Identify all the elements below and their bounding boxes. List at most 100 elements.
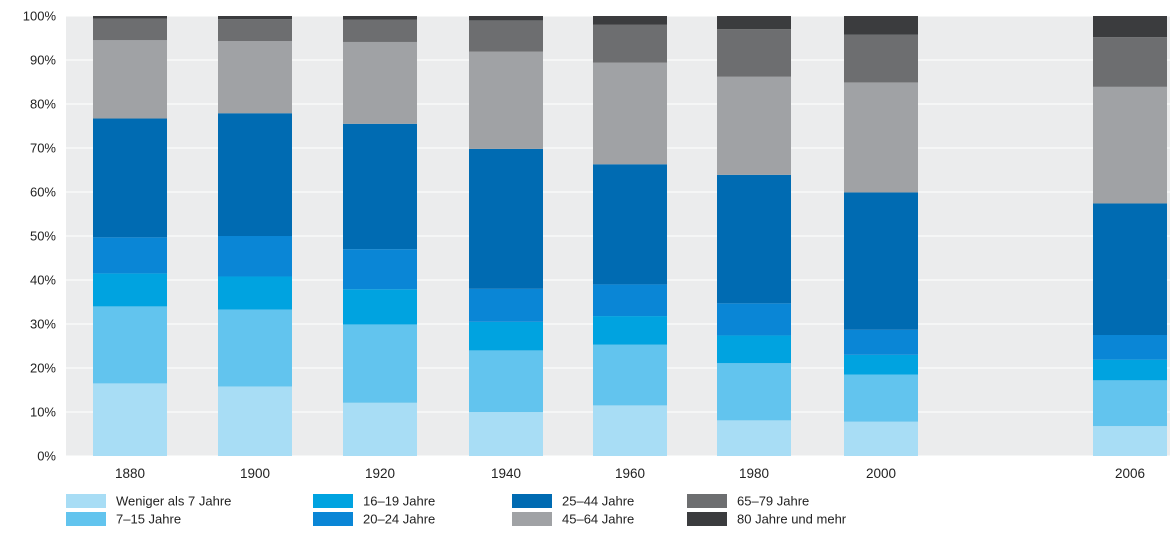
bar-segment [93, 383, 167, 456]
bar-segment [717, 29, 791, 77]
x-tick-label: 1900 [240, 466, 270, 481]
y-tick-label: 100% [23, 9, 57, 24]
bar-segment [1093, 16, 1167, 38]
legend-item: 80 Jahre und mehr [687, 512, 847, 527]
bar-segment [93, 16, 167, 19]
legend-swatch [512, 494, 552, 508]
x-tick-label: 1880 [115, 466, 145, 481]
bar-segment [469, 321, 543, 351]
y-tick-label: 40% [30, 273, 56, 288]
bar-segment [593, 164, 667, 285]
bar-segment [593, 344, 667, 406]
legend-item: 16–19 Jahre [313, 494, 435, 509]
legend-item: Weniger als 7 Jahre [66, 494, 231, 509]
y-tick-label: 90% [30, 53, 56, 68]
bar-segment [1093, 203, 1167, 335]
bar-segment [844, 16, 918, 35]
legend-swatch [66, 512, 106, 526]
bar-segment [844, 34, 918, 83]
bar-segment [1093, 426, 1167, 456]
bar-stack-2000 [844, 16, 918, 456]
bar-segment [469, 51, 543, 149]
legend-item: 20–24 Jahre [313, 512, 435, 527]
x-tick-label: 1960 [615, 466, 645, 481]
bar-segment [218, 41, 292, 114]
legend: Weniger als 7 Jahre 7–15 Jahre 16–19 Jahre… [66, 494, 847, 527]
x-tick-label: 1920 [365, 466, 395, 481]
bar-segment [469, 20, 543, 52]
bar-segment [1093, 335, 1167, 360]
bar-stack-1960 [593, 16, 667, 456]
bar-stack-1900 [218, 16, 292, 456]
legend-swatch [687, 512, 727, 526]
bar-segment [593, 405, 667, 456]
y-tick-label: 60% [30, 185, 56, 200]
bar-segment [343, 19, 417, 42]
bars [93, 16, 1167, 456]
bar-stack-1980 [717, 16, 791, 456]
bar-segment [93, 273, 167, 307]
x-axis: 1880 1900 1920 1940 1960 1980 2000 2006 [115, 466, 1145, 481]
legend-item: 45–64 Jahre [512, 512, 634, 527]
legend-label: 20–24 Jahre [363, 512, 435, 527]
bar-segment [593, 284, 667, 317]
legend-label: 80 Jahre und mehr [737, 512, 847, 527]
bar-segment [593, 24, 667, 63]
bar-segment [717, 76, 791, 175]
bar-stack-1940 [469, 16, 543, 456]
x-tick-label: 1980 [739, 466, 769, 481]
legend-swatch [313, 512, 353, 526]
bar-segment [593, 16, 667, 25]
bar-segment [93, 306, 167, 384]
legend-swatch [687, 494, 727, 508]
bar-segment [343, 16, 417, 20]
bar-segment [717, 16, 791, 30]
bar-stack-1880 [93, 16, 167, 456]
bar-segment [717, 303, 791, 336]
legend-label: 65–79 Jahre [737, 494, 809, 509]
legend-swatch [66, 494, 106, 508]
bar-segment [469, 16, 543, 21]
y-tick-label: 10% [30, 405, 56, 420]
bar-segment [218, 19, 292, 42]
legend-label: 16–19 Jahre [363, 494, 435, 509]
bar-segment [218, 236, 292, 277]
legend-item: 65–79 Jahre [687, 494, 809, 509]
bar-segment [844, 421, 918, 456]
bar-segment [844, 354, 918, 375]
bar-segment [343, 289, 417, 325]
bar-segment [844, 192, 918, 330]
y-tick-label: 0% [37, 449, 56, 464]
bar-segment [717, 174, 791, 304]
bar-stack-1920 [343, 16, 417, 456]
bar-segment [343, 324, 417, 403]
bar-segment [717, 420, 791, 456]
bar-segment [93, 237, 167, 274]
legend-item: 7–15 Jahre [66, 512, 181, 527]
y-tick-label: 20% [30, 361, 56, 376]
bar-segment [1093, 86, 1167, 204]
bar-segment [844, 82, 918, 193]
y-tick-label: 70% [30, 141, 56, 156]
bar-stack-2006 [1093, 16, 1167, 456]
bar-segment [593, 316, 667, 345]
bar-segment [469, 412, 543, 456]
legend-label: 45–64 Jahre [562, 512, 634, 527]
bar-segment [218, 16, 292, 20]
bar-segment [218, 309, 292, 387]
legend-label: 7–15 Jahre [116, 512, 181, 527]
legend-label: Weniger als 7 Jahre [116, 494, 231, 509]
bar-segment [93, 118, 167, 238]
legend-item: 25–44 Jahre [512, 494, 634, 509]
bar-segment [218, 386, 292, 456]
legend-swatch [512, 512, 552, 526]
y-tick-label: 50% [30, 229, 56, 244]
y-tick-label: 30% [30, 317, 56, 332]
legend-swatch [313, 494, 353, 508]
y-tick-label: 80% [30, 97, 56, 112]
bar-segment [469, 288, 543, 322]
bar-segment [93, 40, 167, 119]
bar-segment [1093, 359, 1167, 381]
